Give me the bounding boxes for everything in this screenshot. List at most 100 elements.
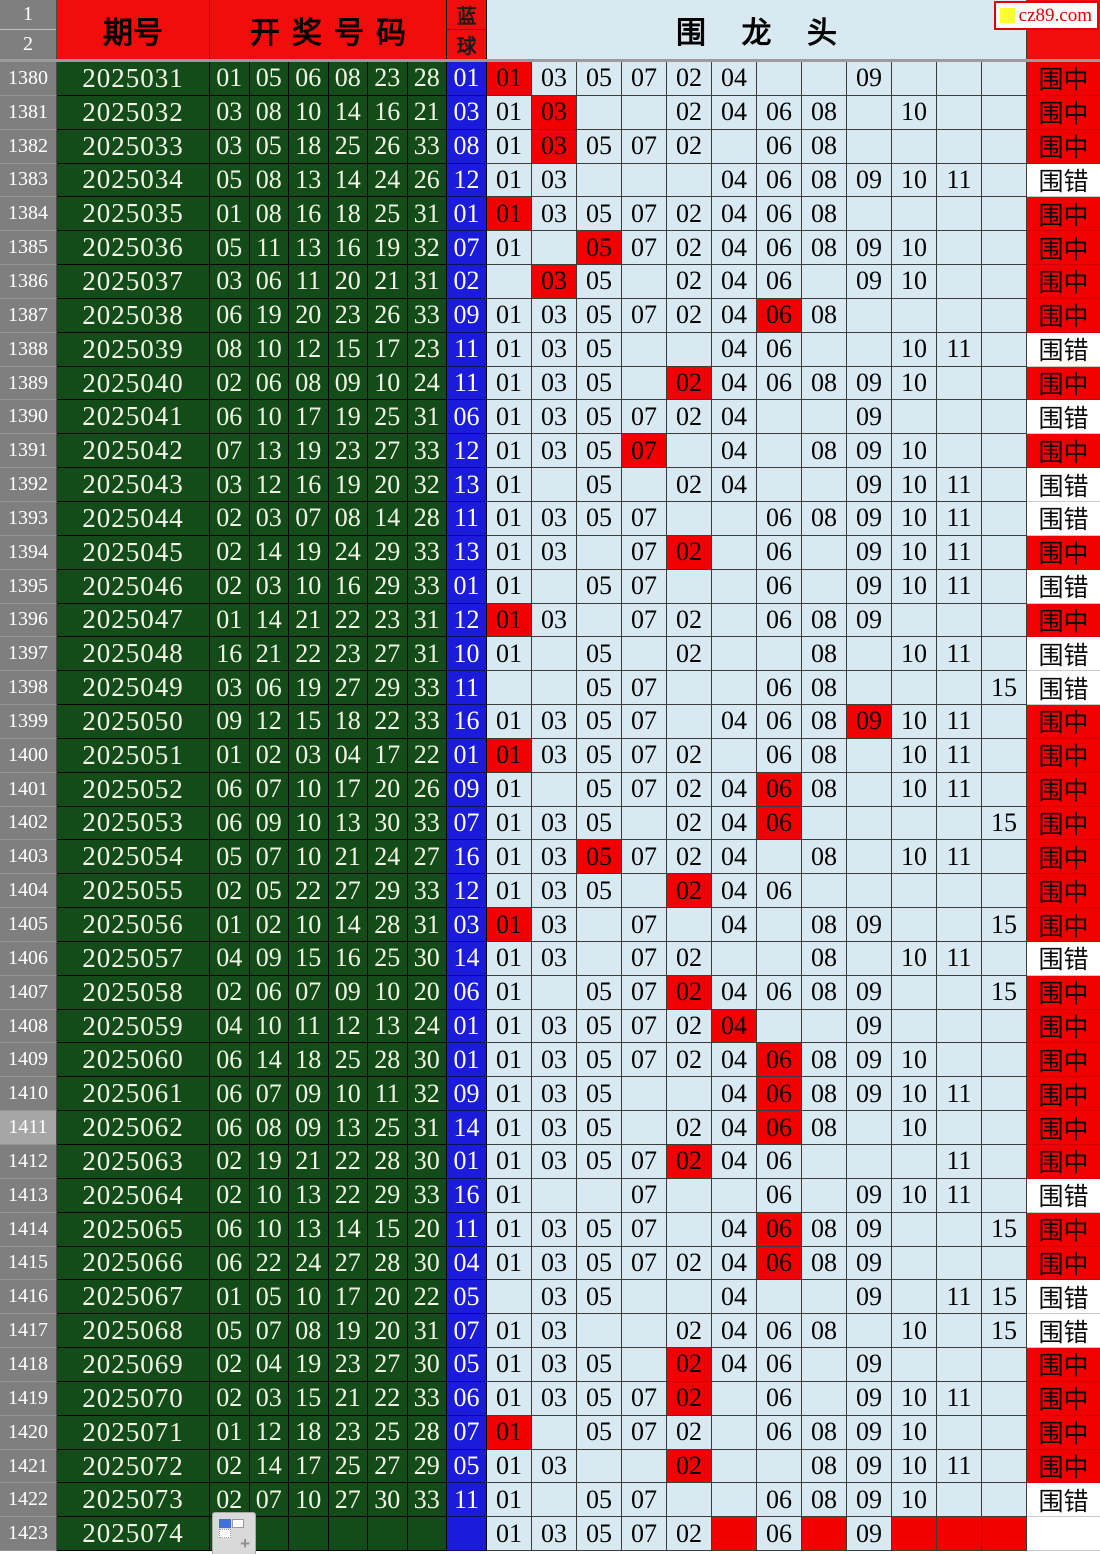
dragon-head-cell[interactable]: 08 [802, 908, 847, 942]
blue-ball-cell[interactable]: 06 [447, 400, 487, 435]
period-cell[interactable]: 2025052 [57, 772, 210, 807]
row-number-cell[interactable]: 1380 [0, 62, 57, 96]
dragon-head-cell[interactable]: 10 [892, 1415, 937, 1450]
period-cell[interactable]: 2025037 [57, 265, 210, 299]
draw-number-cell[interactable]: 13 [328, 806, 368, 841]
dragon-head-cell[interactable] [937, 1212, 982, 1247]
dragon-head-cell[interactable]: 10 [892, 1314, 937, 1349]
dragon-head-cell[interactable] [982, 1043, 1027, 1078]
row-number-cell[interactable]: 1401 [0, 772, 57, 807]
dragon-head-cell[interactable]: 01 [487, 434, 532, 469]
dragon-head-cell[interactable] [757, 840, 802, 875]
draw-number-cell[interactable]: 30 [407, 1348, 447, 1382]
draw-number-cell[interactable]: 30 [407, 1145, 447, 1179]
row-number-cell[interactable]: 1390 [0, 400, 57, 435]
draw-number-cell[interactable]: 21 [289, 603, 329, 638]
dragon-head-cell[interactable]: 05 [577, 569, 622, 604]
period-cell[interactable]: 2025034 [57, 163, 210, 198]
dragon-head-cell[interactable]: 01 [487, 1415, 532, 1450]
blue-ball-cell[interactable] [447, 1517, 487, 1552]
result-cell[interactable] [1027, 1517, 1100, 1552]
draw-number-cell[interactable]: 23 [328, 1415, 368, 1450]
draw-number-cell[interactable]: 30 [407, 1043, 447, 1078]
draw-number-cell[interactable]: 33 [407, 129, 447, 164]
draw-number-cell[interactable]: 33 [407, 1483, 447, 1518]
dragon-head-cell[interactable]: 07 [622, 535, 667, 570]
dragon-head-cell[interactable]: 08 [802, 129, 847, 164]
dragon-head-cell[interactable] [667, 1178, 712, 1213]
dragon-head-cell[interactable]: 15 [982, 908, 1027, 942]
draw-number-cell[interactable]: 03 [210, 671, 250, 706]
draw-number-cell[interactable]: 13 [289, 1212, 329, 1247]
dragon-head-cell[interactable] [937, 908, 982, 942]
draw-number-cell[interactable]: 33 [407, 1178, 447, 1213]
dragon-head-cell[interactable] [982, 1415, 1027, 1450]
result-cell[interactable]: 围错 [1027, 941, 1100, 976]
draw-number-cell[interactable]: 03 [249, 501, 289, 536]
draw-number-cell[interactable]: 04 [210, 941, 250, 976]
blue-ball-cell[interactable]: 14 [447, 941, 487, 976]
dragon-head-cell[interactable] [982, 129, 1027, 164]
dragon-head-cell[interactable]: 01 [487, 163, 532, 198]
dragon-head-cell[interactable]: 01 [487, 366, 532, 401]
dragon-head-cell[interactable] [847, 1111, 892, 1145]
dragon-head-cell[interactable]: 11 [937, 637, 982, 672]
draw-number-cell[interactable]: 12 [249, 468, 289, 502]
dragon-head-cell[interactable]: 01 [487, 332, 532, 367]
draw-number-cell[interactable]: 10 [249, 1178, 289, 1213]
draw-number-cell[interactable]: 05 [210, 163, 250, 198]
dragon-head-cell[interactable]: 07 [622, 941, 667, 976]
blue-ball-cell[interactable]: 13 [447, 535, 487, 570]
dragon-head-cell[interactable]: 08 [802, 231, 847, 266]
result-cell[interactable]: 围中 [1027, 231, 1100, 266]
dragon-head-cell[interactable]: 05 [577, 434, 622, 469]
draw-number-cell[interactable]: 25 [368, 1415, 408, 1450]
draw-number-cell[interactable]: 32 [407, 231, 447, 266]
dragon-head-cell[interactable]: 03 [532, 535, 577, 570]
dragon-head-cell[interactable]: 15 [982, 806, 1027, 841]
draw-number-cell[interactable]: 21 [368, 265, 408, 299]
dragon-head-cell[interactable] [937, 231, 982, 266]
dragon-head-cell[interactable]: 05 [577, 637, 622, 672]
dragon-head-cell[interactable] [847, 840, 892, 875]
draw-number-cell[interactable]: 23 [328, 298, 368, 333]
dragon-head-cell[interactable] [667, 705, 712, 739]
draw-number-cell[interactable]: 30 [407, 941, 447, 976]
dragon-head-cell[interactable]: 09 [847, 1483, 892, 1518]
dragon-head-cell[interactable]: 04 [712, 95, 757, 130]
dragon-head-cell[interactable]: 04 [712, 62, 757, 96]
draw-number-cell[interactable]: 25 [328, 1043, 368, 1078]
dragon-head-cell[interactable]: 05 [577, 1517, 622, 1552]
dragon-head-cell[interactable]: 09 [847, 163, 892, 198]
dragon-head-cell[interactable] [892, 1280, 937, 1315]
dragon-head-cell[interactable]: 09 [847, 468, 892, 502]
dragon-head-cell[interactable]: 08 [802, 1246, 847, 1281]
dragon-head-cell[interactable] [892, 129, 937, 164]
blue-ball-cell[interactable]: 01 [447, 1145, 487, 1179]
result-cell[interactable]: 围中 [1027, 975, 1100, 1010]
row-number-cell[interactable]: 1394 [0, 535, 57, 570]
dragon-head-cell[interactable] [712, 671, 757, 706]
dragon-head-cell[interactable] [892, 1009, 937, 1044]
dragon-head-cell[interactable] [532, 975, 577, 1010]
period-cell[interactable]: 2025036 [57, 231, 210, 266]
draw-number-cell[interactable]: 31 [407, 400, 447, 435]
draw-number-cell[interactable]: 06 [210, 1111, 250, 1145]
dragon-head-cell[interactable]: 06 [757, 569, 802, 604]
row-number-cell[interactable]: 1405 [0, 908, 57, 942]
draw-number-cell[interactable]: 20 [368, 1280, 408, 1315]
dragon-head-cell[interactable] [622, 163, 667, 198]
draw-number-cell[interactable] [328, 1517, 368, 1552]
dragon-head-cell[interactable]: 03 [532, 603, 577, 638]
dragon-head-cell[interactable] [712, 1449, 757, 1484]
dragon-head-cell[interactable] [577, 908, 622, 942]
dragon-head-cell[interactable]: 03 [532, 1381, 577, 1416]
row-number-cell[interactable]: 1389 [0, 366, 57, 401]
draw-number-cell[interactable]: 24 [328, 535, 368, 570]
draw-number-cell[interactable]: 29 [407, 1449, 447, 1484]
dragon-head-cell[interactable]: 05 [577, 265, 622, 299]
dragon-head-cell[interactable] [982, 62, 1027, 96]
draw-number-cell[interactable]: 31 [407, 637, 447, 672]
dragon-head-cell[interactable]: 08 [802, 1077, 847, 1112]
dragon-head-cell[interactable] [847, 1145, 892, 1179]
